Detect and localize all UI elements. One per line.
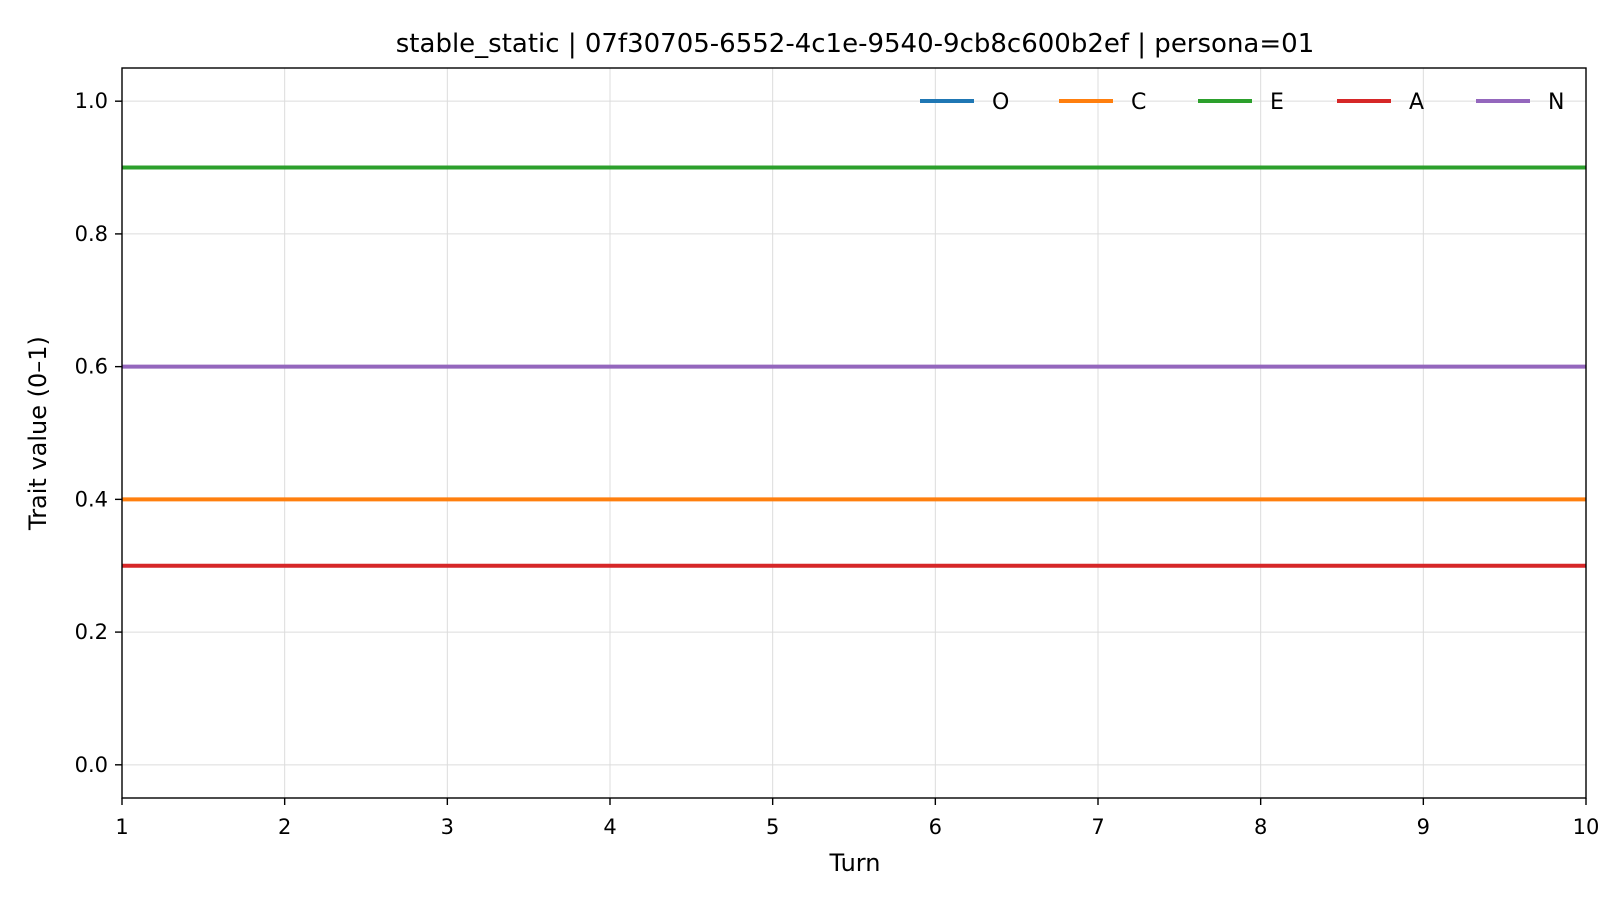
x-tick-label: 10 [1573, 815, 1600, 839]
y-axis-label: Trait value (0–1) [24, 336, 52, 531]
x-tick-label: 9 [1417, 815, 1430, 839]
plot-frame [121, 67, 1587, 799]
y-tick-label: 0.6 [75, 355, 108, 379]
x-tick-label: 6 [929, 815, 942, 839]
x-tick-label: 2 [278, 815, 291, 839]
chart-title: stable_static | 07f30705-6552-4c1e-9540-… [396, 29, 1314, 59]
series-lines [122, 165, 1586, 568]
legend-label-c: C [1131, 90, 1146, 115]
x-tick-label: 3 [441, 815, 454, 839]
y-tick-label: 0.4 [75, 487, 108, 511]
x-tick-label: 8 [1254, 815, 1267, 839]
y-tick-label: 0.2 [75, 620, 108, 644]
y-tick-label: 0.8 [75, 222, 108, 246]
legend-label-n: N [1548, 90, 1564, 115]
y-tick-label: 0.0 [75, 753, 108, 777]
x-axis-label: Turn [829, 849, 881, 877]
legend-label-o: O [992, 90, 1009, 115]
y-tick-label: 1.0 [75, 89, 108, 113]
y-axis-ticks: 0.0 0.2 0.4 0.6 0.8 1.0 [75, 89, 122, 777]
legend-label-e: E [1270, 90, 1284, 115]
x-tick-label: 1 [115, 815, 128, 839]
x-axis-ticks: 1 2 3 4 5 6 7 8 9 10 [115, 798, 1599, 839]
legend-label-a: A [1409, 90, 1424, 115]
x-tick-label: 5 [766, 815, 779, 839]
x-tick-label: 7 [1091, 815, 1104, 839]
x-tick-label: 4 [603, 815, 616, 839]
